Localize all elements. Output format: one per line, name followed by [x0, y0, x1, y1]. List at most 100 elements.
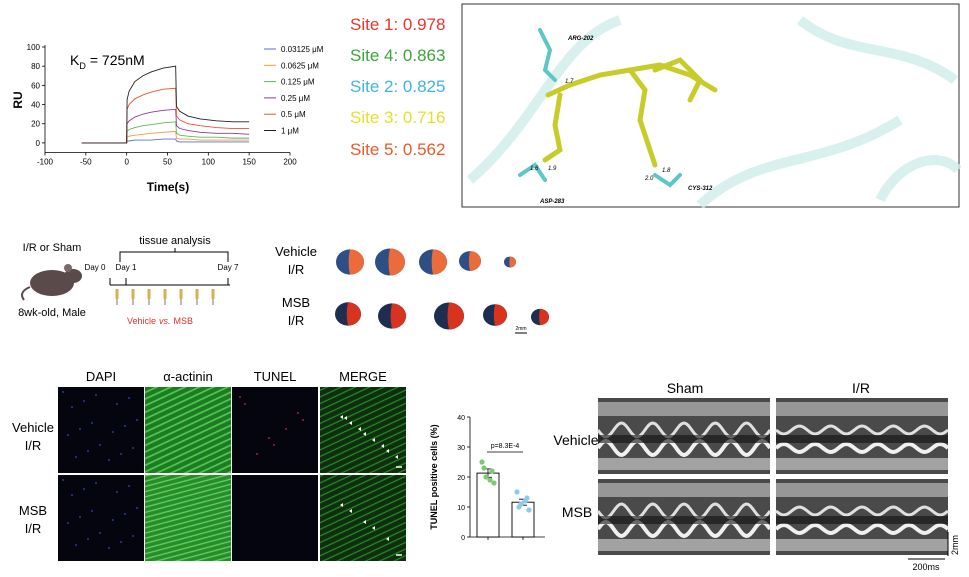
row-label: I/R: [288, 313, 305, 328]
micrograph: [58, 475, 144, 561]
arrowhead: [358, 427, 361, 431]
arrowhead: [349, 509, 352, 513]
nucleus: [120, 541, 122, 543]
infarct: [493, 304, 507, 326]
arrowhead: [395, 455, 398, 459]
nucleus: [91, 422, 93, 424]
scale-label: 200ms: [912, 562, 940, 572]
arrowhead: [363, 432, 366, 436]
nucleus: [75, 544, 77, 546]
nucleus: [67, 522, 69, 524]
legend-label: 0.125 μM: [281, 78, 315, 87]
nucleus: [79, 428, 81, 430]
row-label: I/R: [25, 521, 42, 536]
scale-label: 2mm: [950, 535, 960, 555]
data-line: [81, 87, 250, 144]
nucleus: [71, 406, 73, 408]
surgery-label: I/R or Sham: [23, 242, 82, 254]
mouse-label: 8wk-old, Male: [18, 307, 86, 319]
x-tick-label: -50: [80, 158, 92, 167]
syringe: [115, 289, 119, 299]
column-label: MERGE: [339, 369, 387, 384]
kd-symbol: K: [70, 52, 80, 68]
x-tick-label: -100: [37, 158, 54, 167]
nucleus: [95, 394, 97, 396]
infarct: [388, 248, 406, 276]
column-label: TUNEL: [254, 369, 297, 384]
y-tick-label: 20: [31, 120, 40, 129]
nucleus: [62, 391, 64, 393]
y-tick-label: 0: [36, 139, 41, 148]
infarct: [539, 308, 549, 326]
distance-label: 1.7: [565, 79, 574, 85]
docking-panel: Site 1: 0.978 Site 4: 0.863 Site 2: 0.82…: [350, 3, 962, 209]
micrograph: [232, 475, 318, 561]
infarct: [431, 249, 447, 275]
data-point: [516, 504, 522, 510]
tunel-dot: [244, 403, 246, 405]
echo-band: [598, 483, 770, 497]
echo-wall: [775, 505, 949, 517]
protein-ribbon: [466, 15, 962, 209]
y-axis-label: RU: [11, 91, 25, 108]
row-label: MSB: [19, 503, 47, 518]
data-point: [489, 468, 495, 474]
distance-label: 2.0: [644, 176, 654, 182]
syringe: [131, 289, 135, 299]
arrowhead: [363, 520, 366, 524]
legend-label: 0.0625 μM: [281, 61, 319, 70]
echo-cavity: [776, 516, 948, 524]
data-point: [483, 474, 489, 480]
bracket: [119, 248, 229, 262]
analysis-label: tissue analysis: [139, 235, 211, 247]
nucleus: [120, 453, 122, 455]
micrograph: [145, 475, 231, 561]
y-tick-label: 60: [31, 81, 40, 90]
nucleus: [124, 425, 126, 427]
syringe: [211, 289, 215, 299]
nucleus: [112, 519, 114, 521]
echo-cavity: [776, 435, 948, 443]
x-tick-label: 200: [283, 158, 297, 167]
kd-value: = 725nM: [90, 52, 145, 68]
infarct: [348, 249, 364, 275]
nucleus: [108, 459, 110, 461]
tunel-dot: [302, 419, 304, 421]
y-tick-label: 40: [457, 415, 465, 422]
y-tick-label: 10: [457, 505, 465, 512]
tunel-chart: TUNEL positive cells (%) p=8.3E-4 0 10 20 3…: [429, 415, 545, 542]
legend-label: 1 μM: [281, 127, 299, 136]
treatment-part: Vehicle: [127, 316, 156, 326]
treatment-part: vs.: [159, 316, 171, 326]
infarct: [346, 302, 361, 326]
treatment-part: MSB: [174, 316, 194, 326]
echo-panel: Sham I/R Vehicle MSB 2mm 200ms: [553, 380, 960, 572]
tunel-dot: [297, 412, 299, 414]
nucleus: [79, 516, 81, 518]
heart-slices: [335, 248, 549, 330]
y-axis-label: TUNEL positive cells (%): [429, 424, 439, 529]
nucleus: [132, 535, 134, 537]
echo-wall: [596, 421, 772, 439]
micrographs: [58, 387, 406, 561]
distance-label: 1.6: [530, 166, 539, 172]
echo-band: [598, 539, 770, 551]
row-label: Vehicle: [553, 432, 598, 448]
arrowhead: [344, 416, 347, 420]
nucleus: [99, 444, 101, 446]
residue-label: ARG-202: [567, 36, 594, 42]
syringe: [195, 289, 199, 299]
tunel-dot: [239, 396, 241, 398]
nucleus: [75, 456, 77, 458]
echo-band: [598, 458, 770, 470]
data-point: [526, 507, 532, 513]
x-tick-label: 0: [124, 158, 129, 167]
data-point: [514, 489, 520, 495]
kd-annotation: KD = 725nM: [70, 52, 145, 71]
echo-wall: [596, 502, 772, 520]
nucleus: [83, 400, 85, 402]
timeline-tick: [109, 278, 229, 285]
echo-band: [598, 402, 770, 416]
nucleus: [132, 447, 134, 449]
echo-band: [776, 402, 948, 416]
